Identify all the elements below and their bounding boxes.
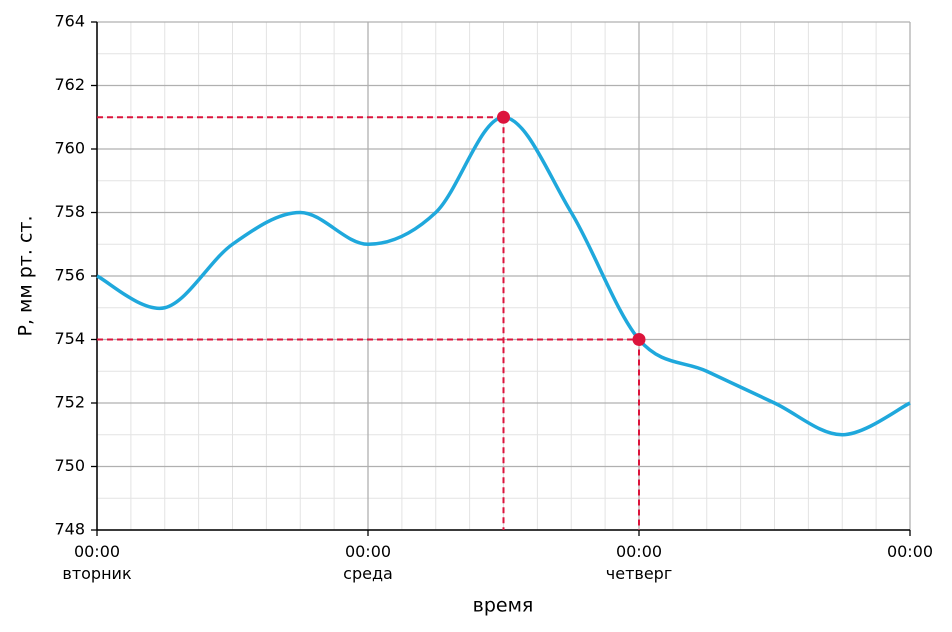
y-tick-label: 758: [54, 202, 85, 221]
x-tick-label: 00:00 среда: [343, 542, 393, 583]
x-axis-label: время: [473, 595, 534, 617]
y-tick-label: 750: [54, 456, 85, 475]
y-tick-label: 752: [54, 393, 85, 412]
x-tick-label: 00:00: [886, 542, 934, 561]
y-tick-label: 764: [54, 12, 85, 31]
y-tick-label: 760: [54, 139, 85, 158]
x-tick-label: 00:00 вторник: [62, 542, 132, 583]
highlight-point: [497, 110, 510, 124]
x-tick-label: 00:00 четверг: [605, 542, 673, 583]
y-tick-label: 762: [54, 75, 85, 94]
y-tick-label: 754: [54, 329, 85, 348]
highlight-point: [632, 333, 646, 346]
y-tick-label: 756: [54, 266, 85, 285]
y-axis-label: P, мм рт. ст.: [15, 215, 37, 336]
y-tick-label: 748: [54, 520, 85, 539]
